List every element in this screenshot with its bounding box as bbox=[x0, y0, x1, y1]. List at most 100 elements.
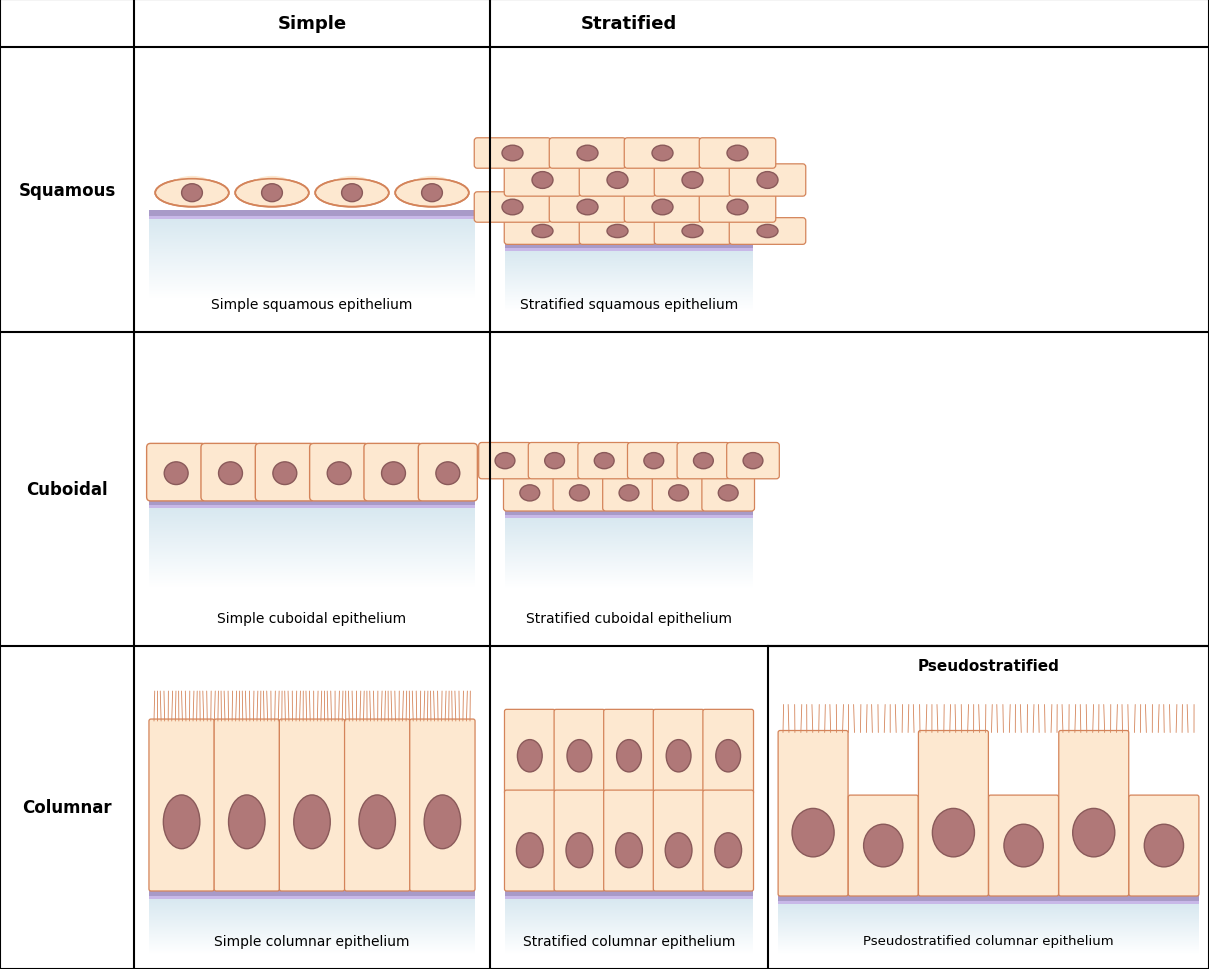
Bar bbox=[149, 922, 475, 923]
FancyBboxPatch shape bbox=[654, 218, 730, 245]
Bar bbox=[149, 561, 475, 562]
Ellipse shape bbox=[615, 833, 642, 868]
Bar bbox=[505, 944, 753, 945]
Ellipse shape bbox=[316, 179, 389, 207]
Bar bbox=[505, 932, 753, 933]
Bar bbox=[505, 943, 753, 944]
Bar bbox=[779, 907, 1199, 908]
Bar bbox=[149, 216, 475, 219]
Bar bbox=[779, 952, 1199, 953]
Bar bbox=[149, 279, 475, 280]
Text: Stratified squamous epithelium: Stratified squamous epithelium bbox=[520, 297, 739, 312]
Bar bbox=[505, 289, 753, 290]
Bar bbox=[779, 944, 1199, 945]
FancyBboxPatch shape bbox=[554, 709, 604, 795]
FancyBboxPatch shape bbox=[504, 791, 555, 891]
Bar bbox=[149, 546, 475, 547]
Bar bbox=[149, 511, 475, 512]
Bar bbox=[149, 531, 475, 532]
Bar bbox=[149, 950, 475, 951]
Bar bbox=[149, 283, 475, 284]
Bar bbox=[149, 577, 475, 578]
Ellipse shape bbox=[494, 453, 515, 469]
Bar bbox=[505, 890, 753, 899]
Bar bbox=[505, 946, 753, 947]
Ellipse shape bbox=[359, 796, 395, 849]
Bar bbox=[779, 943, 1199, 944]
Bar bbox=[505, 937, 753, 938]
Bar bbox=[149, 247, 475, 248]
Bar bbox=[505, 510, 753, 518]
Bar bbox=[505, 298, 753, 299]
Bar bbox=[505, 254, 753, 255]
Bar bbox=[149, 221, 475, 222]
Ellipse shape bbox=[502, 200, 523, 215]
Bar bbox=[149, 911, 475, 912]
Bar bbox=[505, 285, 753, 286]
Bar bbox=[149, 287, 475, 288]
Bar bbox=[149, 563, 475, 564]
Bar bbox=[779, 927, 1199, 928]
Bar bbox=[149, 560, 475, 561]
Ellipse shape bbox=[219, 462, 243, 485]
Bar bbox=[505, 269, 753, 270]
Ellipse shape bbox=[863, 825, 903, 867]
Bar bbox=[505, 577, 753, 578]
Bar bbox=[149, 239, 475, 240]
Bar bbox=[505, 928, 753, 929]
Bar bbox=[779, 930, 1199, 931]
Bar bbox=[149, 924, 475, 925]
Bar bbox=[505, 545, 753, 546]
Bar bbox=[149, 524, 475, 525]
FancyBboxPatch shape bbox=[479, 443, 531, 480]
Bar bbox=[505, 253, 753, 254]
Bar bbox=[149, 949, 475, 950]
Bar bbox=[149, 292, 475, 293]
FancyBboxPatch shape bbox=[603, 475, 655, 512]
Bar bbox=[149, 540, 475, 541]
Bar bbox=[149, 514, 475, 515]
Bar bbox=[149, 901, 475, 902]
Bar bbox=[505, 550, 753, 551]
Bar bbox=[779, 949, 1199, 950]
Bar bbox=[505, 563, 753, 564]
Bar bbox=[779, 908, 1199, 909]
FancyBboxPatch shape bbox=[627, 443, 681, 480]
FancyBboxPatch shape bbox=[729, 165, 805, 197]
Bar bbox=[505, 276, 753, 277]
Bar bbox=[779, 922, 1199, 923]
Bar bbox=[779, 946, 1199, 947]
Bar bbox=[149, 585, 475, 586]
Text: Squamous: Squamous bbox=[18, 181, 116, 200]
FancyBboxPatch shape bbox=[528, 443, 580, 480]
Bar bbox=[505, 553, 753, 554]
FancyBboxPatch shape bbox=[578, 443, 631, 480]
Bar bbox=[149, 293, 475, 294]
Bar bbox=[505, 582, 753, 583]
Bar bbox=[149, 903, 475, 904]
Bar bbox=[505, 902, 753, 903]
Bar bbox=[779, 916, 1199, 917]
Bar bbox=[149, 945, 475, 946]
Bar bbox=[149, 902, 475, 903]
Bar bbox=[505, 529, 753, 530]
Bar bbox=[149, 512, 475, 513]
Bar bbox=[149, 721, 475, 890]
Bar bbox=[149, 294, 475, 295]
Bar bbox=[149, 548, 475, 549]
FancyBboxPatch shape bbox=[702, 791, 753, 891]
FancyBboxPatch shape bbox=[702, 475, 754, 512]
Bar bbox=[505, 296, 753, 297]
Bar bbox=[149, 570, 475, 571]
Bar bbox=[149, 275, 475, 276]
Bar bbox=[505, 585, 753, 586]
Bar bbox=[149, 558, 475, 559]
Bar bbox=[149, 931, 475, 932]
Bar bbox=[779, 933, 1199, 934]
Bar bbox=[505, 541, 753, 542]
Bar bbox=[505, 292, 753, 293]
Bar bbox=[505, 523, 753, 524]
Ellipse shape bbox=[744, 453, 763, 469]
Bar bbox=[149, 520, 475, 521]
Bar bbox=[149, 237, 475, 238]
